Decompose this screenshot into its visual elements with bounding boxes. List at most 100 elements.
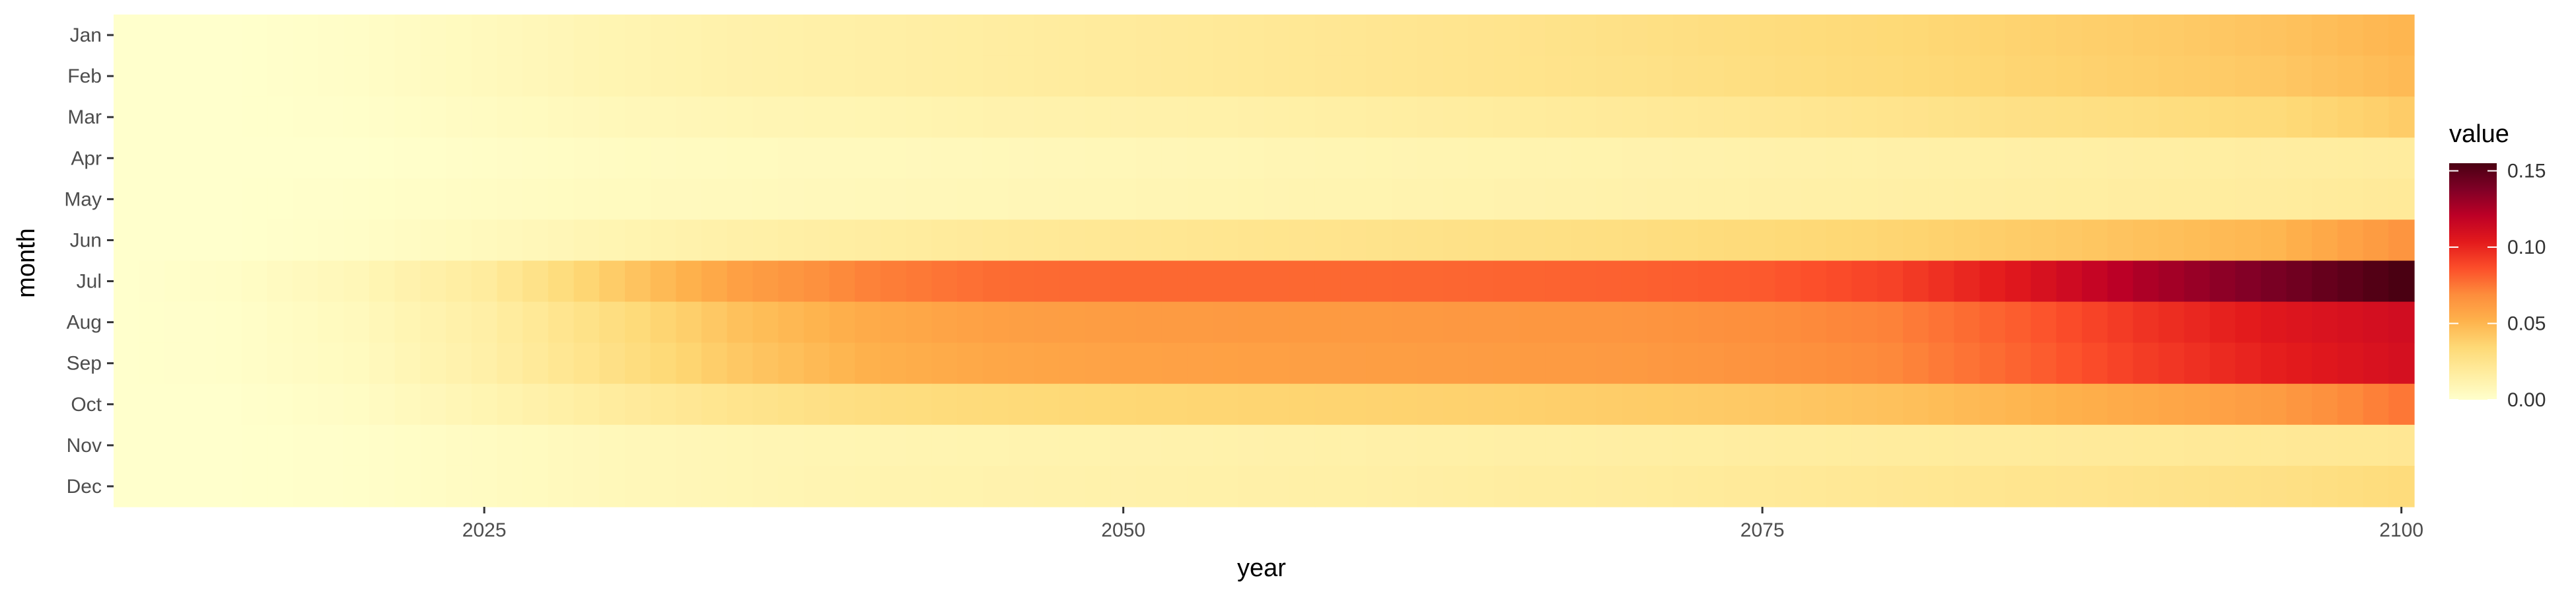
heatmap-cell bbox=[190, 424, 217, 467]
heatmap-cell bbox=[2081, 301, 2108, 344]
heatmap-cell bbox=[931, 15, 958, 56]
heatmap-cell bbox=[1775, 178, 1801, 221]
heatmap-cell bbox=[1724, 465, 1750, 507]
heatmap-cell bbox=[1801, 137, 1827, 179]
heatmap-cell bbox=[1059, 383, 1086, 426]
heatmap-cell bbox=[446, 260, 472, 303]
heatmap-cell bbox=[1724, 219, 1750, 262]
heatmap-cell bbox=[394, 56, 421, 97]
heatmap-cell bbox=[650, 178, 676, 221]
heatmap-cell bbox=[394, 342, 421, 385]
heatmap-cell bbox=[906, 15, 932, 56]
heatmap-cell bbox=[1596, 137, 1622, 179]
heatmap-cell bbox=[1724, 96, 1750, 138]
heatmap-cell bbox=[215, 260, 242, 303]
heatmap-cell bbox=[2159, 178, 2185, 221]
heatmap-cell bbox=[1468, 424, 1495, 467]
heatmap-cell bbox=[1289, 15, 1316, 56]
heatmap-cell bbox=[778, 219, 805, 262]
heatmap-cell bbox=[906, 96, 932, 138]
heatmap-cell bbox=[2286, 383, 2312, 426]
heatmap-cell bbox=[1928, 219, 1954, 262]
heatmap-cell bbox=[1519, 424, 1546, 467]
heatmap-cell bbox=[1851, 301, 1878, 344]
heatmap-cell bbox=[292, 465, 319, 507]
heatmap-cell bbox=[420, 178, 447, 221]
heatmap-cell bbox=[1161, 424, 1188, 467]
heatmap-cell bbox=[446, 342, 472, 385]
heatmap-cell bbox=[1366, 15, 1392, 56]
heatmap-cell bbox=[2056, 96, 2083, 138]
heatmap-cell bbox=[1980, 465, 2006, 507]
heatmap-cell bbox=[1545, 96, 1571, 138]
heatmap-cell bbox=[1749, 383, 1776, 426]
heatmap-cell bbox=[1187, 15, 1213, 56]
heatmap-cell bbox=[1698, 342, 1725, 385]
heatmap-cell bbox=[957, 178, 984, 221]
heatmap-cell bbox=[829, 96, 855, 138]
heatmap-cell bbox=[701, 424, 728, 467]
heatmap-cell bbox=[982, 342, 1009, 385]
heatmap-cell bbox=[906, 137, 932, 179]
heatmap-cell bbox=[880, 137, 907, 179]
heatmap-cell bbox=[114, 178, 140, 221]
heatmap-cell bbox=[292, 178, 319, 221]
heatmap-cell bbox=[650, 56, 676, 97]
heatmap-cell bbox=[1801, 96, 1827, 138]
heatmap-cell bbox=[1289, 96, 1316, 138]
heatmap-cell bbox=[676, 56, 702, 97]
heatmap-cell bbox=[164, 260, 191, 303]
heatmap-cell bbox=[1213, 424, 1239, 467]
heatmap-cell bbox=[190, 137, 217, 179]
heatmap-cell bbox=[676, 383, 702, 426]
heatmap-cell bbox=[1622, 424, 1648, 467]
heatmap-cell bbox=[676, 260, 702, 303]
heatmap-cell bbox=[931, 178, 958, 221]
heatmap-cell bbox=[1468, 383, 1495, 426]
y-tick-label: Sep bbox=[67, 353, 102, 375]
heatmap-cell bbox=[1110, 137, 1137, 179]
heatmap-cell bbox=[1519, 178, 1546, 221]
heatmap-cell bbox=[1570, 56, 1597, 97]
heatmap-cell bbox=[1570, 15, 1597, 56]
heatmap-cell bbox=[752, 96, 779, 138]
heatmap-cell bbox=[2337, 96, 2364, 138]
heatmap-cell bbox=[778, 465, 805, 507]
heatmap-cell bbox=[1801, 342, 1827, 385]
heatmap-cell bbox=[957, 56, 984, 97]
heatmap-cell bbox=[497, 96, 523, 138]
heatmap-cell bbox=[855, 96, 881, 138]
heatmap-cell bbox=[114, 96, 140, 138]
heatmap-cell bbox=[573, 424, 600, 467]
heatmap-cell bbox=[1826, 383, 1853, 426]
heatmap-cell bbox=[394, 260, 421, 303]
heatmap-cell bbox=[727, 96, 754, 138]
heatmap-cell bbox=[1392, 219, 1418, 262]
heatmap-cell bbox=[2337, 178, 2364, 221]
heatmap-cell bbox=[778, 424, 805, 467]
heatmap-cell bbox=[420, 424, 447, 467]
heatmap-cell bbox=[1698, 465, 1725, 507]
heatmap-cell bbox=[1519, 137, 1546, 179]
heatmap-cell bbox=[1213, 383, 1239, 426]
heatmap-cell bbox=[1136, 424, 1163, 467]
heatmap-cell bbox=[446, 424, 472, 467]
heatmap-cell bbox=[880, 260, 907, 303]
heatmap-cell bbox=[2388, 178, 2415, 221]
heatmap-cell bbox=[1136, 301, 1163, 344]
heatmap-cell bbox=[1008, 219, 1034, 262]
heatmap-cell bbox=[1085, 96, 1111, 138]
heatmap-cell bbox=[1443, 383, 1469, 426]
heatmap-cell bbox=[803, 15, 830, 56]
heatmap-cell bbox=[1647, 424, 1674, 467]
heatmap-cell bbox=[190, 15, 217, 56]
heatmap-cell bbox=[1980, 56, 2006, 97]
heatmap-cell bbox=[1672, 96, 1699, 138]
heatmap-cell bbox=[1110, 342, 1137, 385]
heatmap-cell bbox=[1545, 15, 1571, 56]
heatmap-cell bbox=[2209, 383, 2236, 426]
heatmap-cell bbox=[1008, 424, 1034, 467]
heatmap-cell bbox=[2363, 342, 2389, 385]
heatmap-cell bbox=[778, 56, 805, 97]
heatmap-cell bbox=[1980, 383, 2006, 426]
